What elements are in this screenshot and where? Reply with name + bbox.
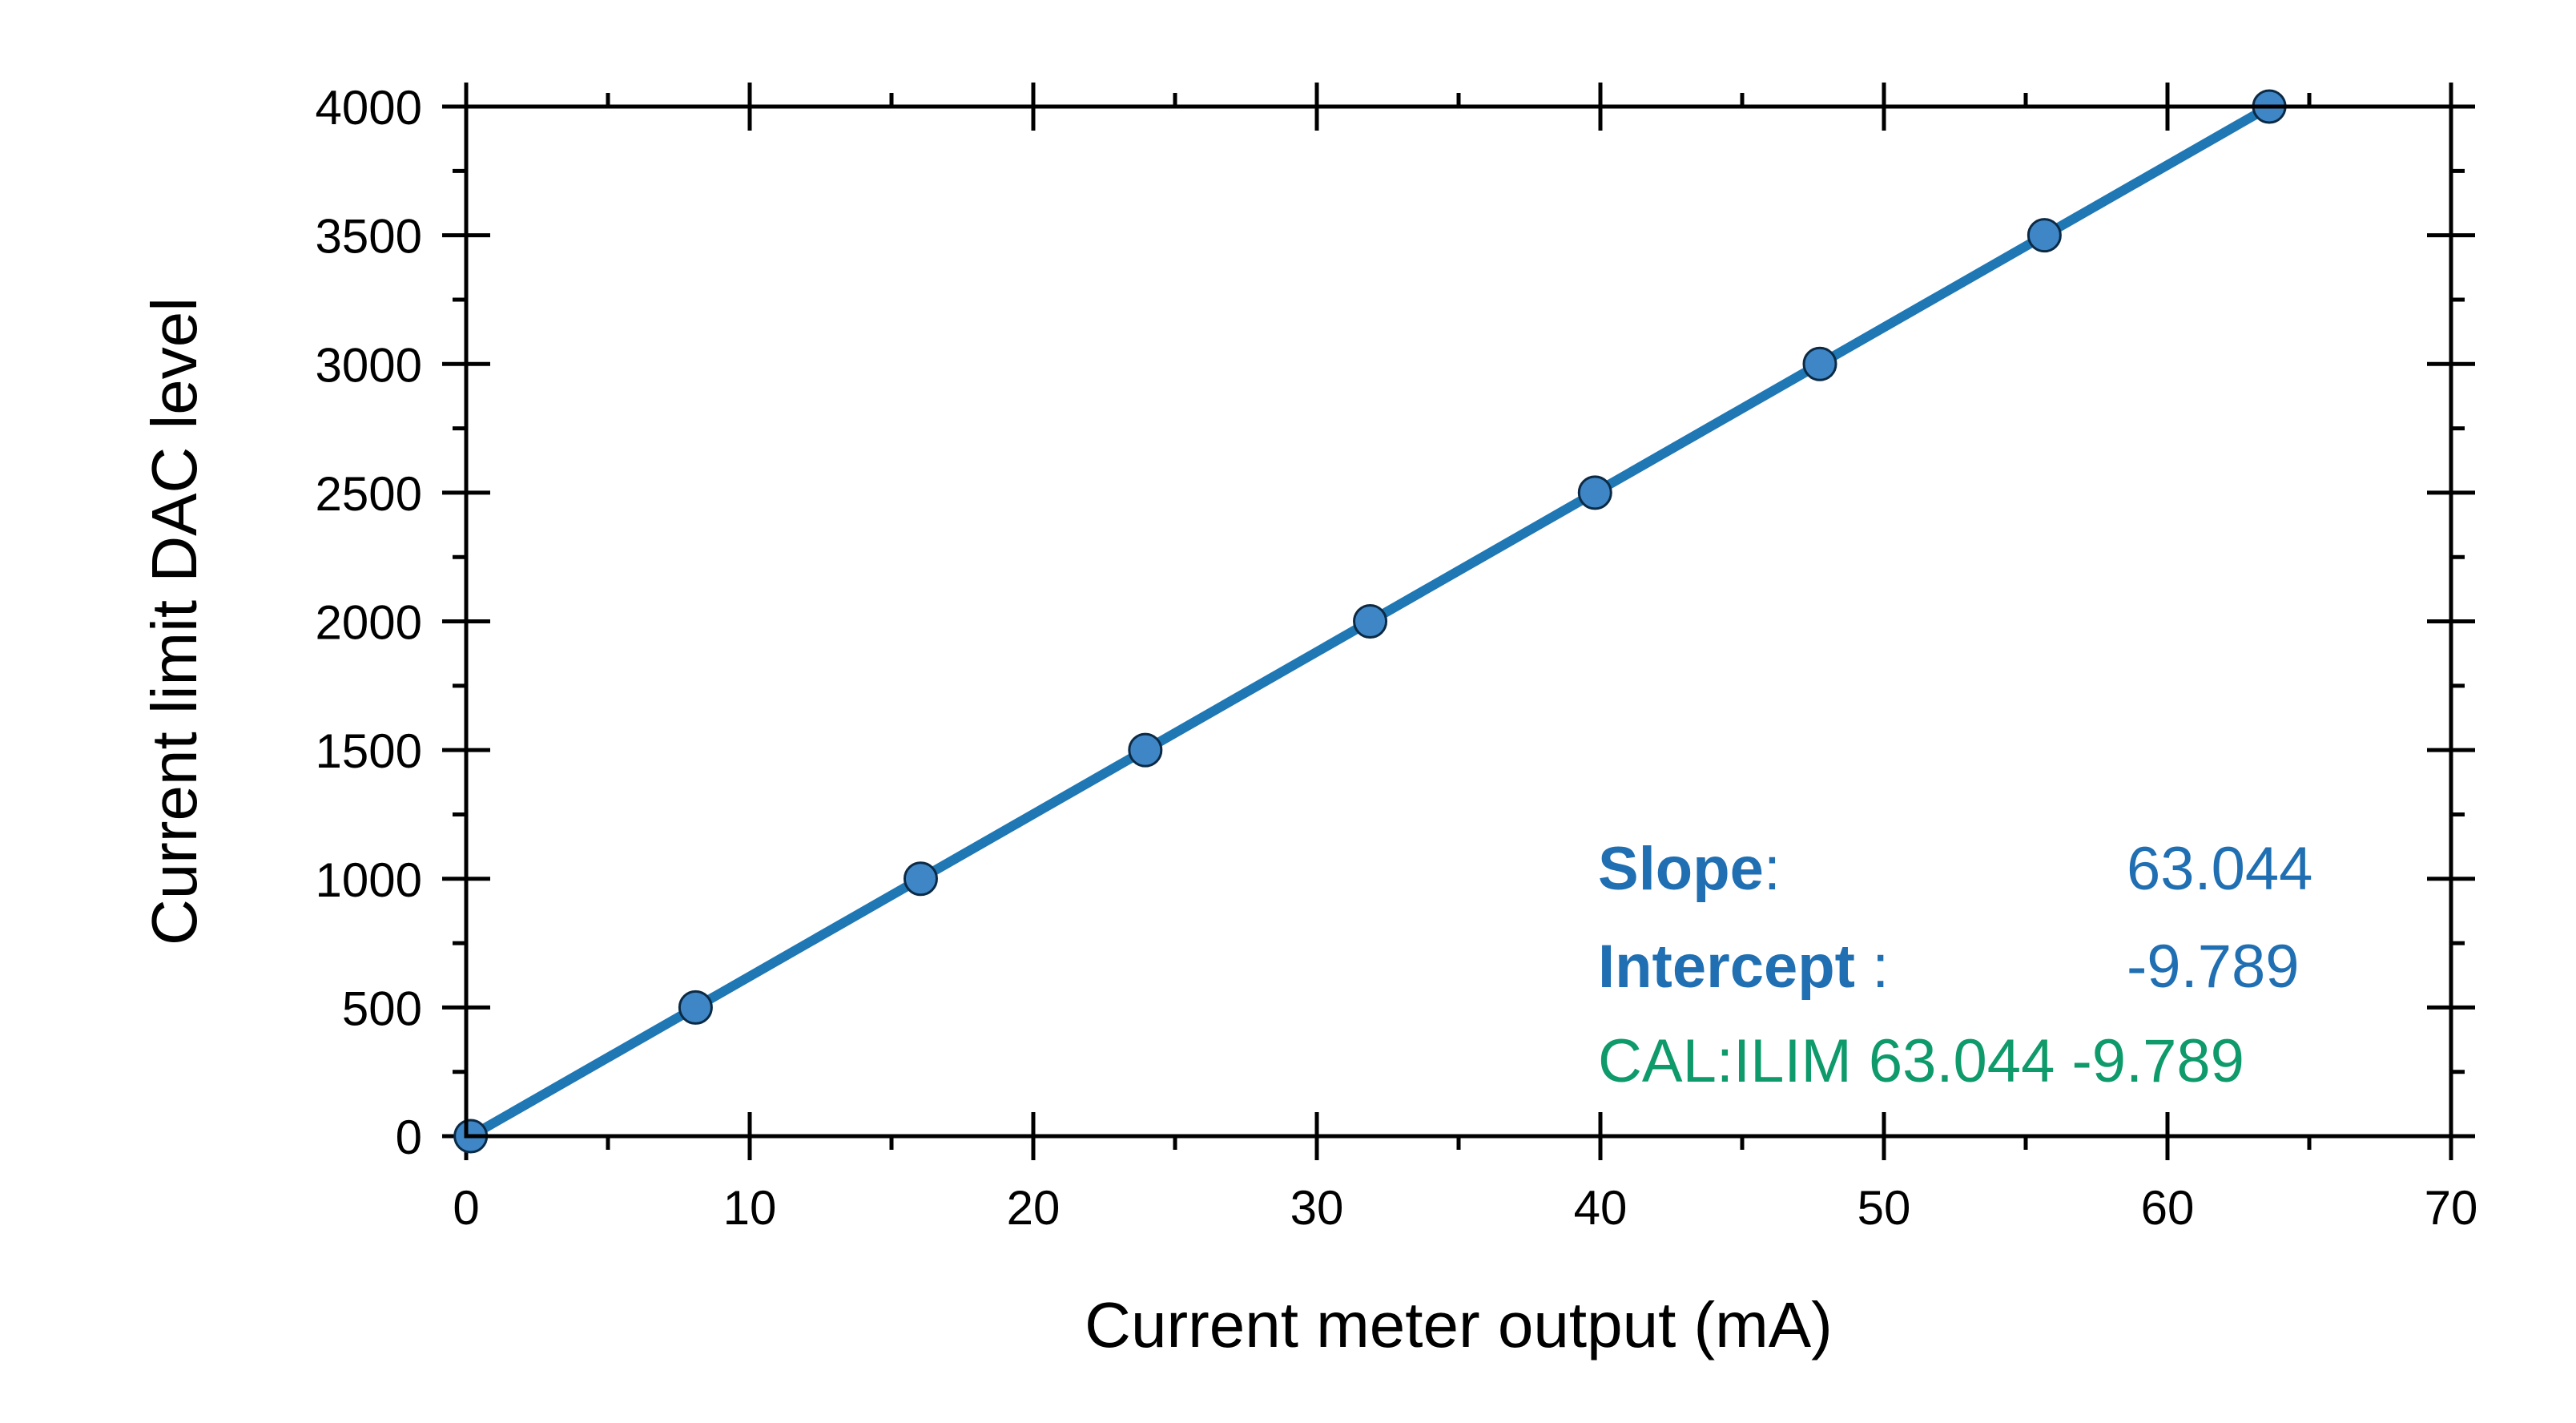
y-tick-label: 3000 xyxy=(316,338,422,392)
intercept-value: -9.789 xyxy=(2127,933,2300,1001)
slope-value: 63.044 xyxy=(2127,835,2312,903)
plot-frame xyxy=(464,104,2453,1139)
x-tick-label: 70 xyxy=(2425,1181,2478,1235)
x-tick-label: 30 xyxy=(1290,1181,1344,1235)
intercept-label-line: Intercept : xyxy=(1598,933,1889,1001)
y-axis-title: Current limit DAC level xyxy=(139,297,210,945)
x-tick-label: 20 xyxy=(1007,1181,1061,1235)
x-tick-label: 50 xyxy=(1858,1181,1911,1235)
y-tick-label: 0 xyxy=(396,1111,422,1164)
data-point xyxy=(678,990,713,1025)
x-axis-title: Current meter output (mA) xyxy=(1085,1289,1833,1361)
data-point xyxy=(903,861,938,897)
intercept-label: Intercept xyxy=(1598,933,1855,1001)
points-layer xyxy=(453,89,2287,1154)
y-tick-label: 4000 xyxy=(316,81,422,135)
y-tick-label: 2000 xyxy=(316,596,422,650)
data-point xyxy=(1802,346,1837,381)
x-tick-label: 60 xyxy=(2141,1181,2195,1235)
y-tick-label: 1500 xyxy=(316,724,422,778)
calibration-command: CAL:ILIM 63.044 -9.789 xyxy=(1598,1027,2244,1095)
y-tick-label: 2500 xyxy=(316,467,422,521)
x-tick-label: 10 xyxy=(723,1181,777,1235)
slope-colon: : xyxy=(1764,835,1781,903)
y-tick-label: 3500 xyxy=(316,210,422,264)
y-tick-label: 1000 xyxy=(316,853,422,907)
fit-annotation: Slope: 63.044 Intercept : -9.789 CAL:ILI… xyxy=(1598,835,2312,1095)
data-point xyxy=(1577,475,1612,510)
x-tick-label: 0 xyxy=(453,1181,479,1235)
intercept-colon: : xyxy=(1855,933,1889,1001)
x-tick-label: 40 xyxy=(1574,1181,1628,1235)
y-tick-label: 500 xyxy=(342,982,422,1035)
slope-label: Slope xyxy=(1598,835,1764,903)
data-point xyxy=(1353,604,1388,639)
labels-layer: 0 10 20 30 40 50 60 70 0 500 1000 1500 2000 2500 3000 3… xyxy=(316,81,2478,1235)
slope-label-line: Slope: xyxy=(1598,835,1781,903)
data-point xyxy=(2027,218,2062,253)
data-point xyxy=(1128,732,1163,768)
